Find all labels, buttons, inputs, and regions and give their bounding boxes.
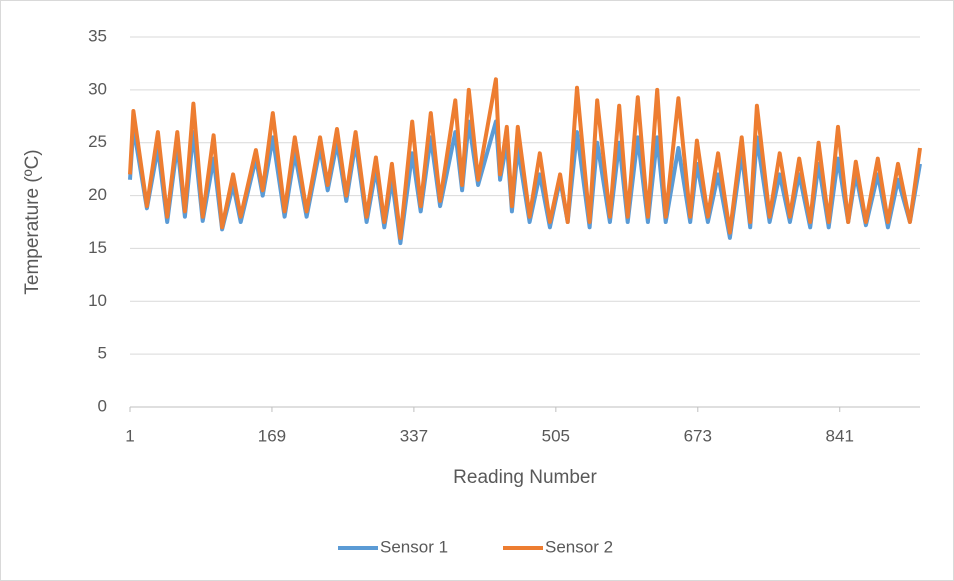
x-tick-label: 1 (125, 426, 134, 445)
x-tick-label: 169 (258, 426, 286, 445)
x-tick-label: 337 (400, 426, 428, 445)
legend-label: Sensor 1 (380, 537, 448, 556)
y-tick-label: 25 (88, 132, 107, 151)
x-axis-title: Reading Number (453, 467, 597, 488)
y-tick-label: 0 (98, 396, 107, 415)
y-tick-label: 35 (88, 26, 107, 45)
series-line (128, 77, 922, 240)
x-tick-label: 673 (684, 426, 712, 445)
x-tick-label: 841 (826, 426, 854, 445)
y-tick-label: 20 (88, 185, 107, 204)
y-tick-label: 30 (88, 79, 107, 98)
y-tick-label: 15 (88, 238, 107, 257)
y-tick-label: 10 (88, 291, 107, 310)
y-axis-title: Temperature (ºC) (22, 149, 43, 294)
y-tick-label: 5 (98, 344, 107, 363)
legend-label: Sensor 2 (545, 537, 613, 556)
x-tick-label: 505 (542, 426, 570, 445)
